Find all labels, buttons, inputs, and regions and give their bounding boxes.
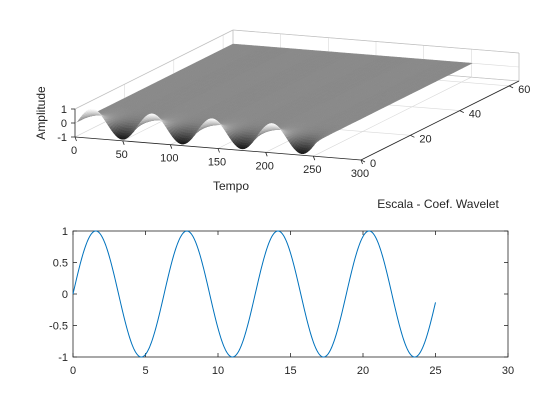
surface-floor-gridline <box>313 76 472 157</box>
surface-x-tick-mark <box>265 152 268 157</box>
line-y-tick-label: 0 <box>62 289 68 301</box>
surface-y-tick-mark <box>459 110 464 113</box>
surface-box-edge <box>74 29 234 110</box>
line-x-tick-label: 20 <box>357 365 369 377</box>
line-plot-y-ticks: -1 -0.5 0 0.5 1 <box>49 226 68 364</box>
line-chart: 0 5 10 15 20 25 30 -1 -0.5 0 0.5 1 <box>49 226 514 377</box>
surface-y-axis-label: Escala - Coef. Wavelet <box>377 197 499 211</box>
surface-chart: 0 50 100 150 200 250 300 0 20 40 60 -1 0 1 Tempo Es… <box>34 29 530 211</box>
surface-x-tick-mark <box>169 144 173 149</box>
surface-box-edge <box>232 29 520 54</box>
line-x-tick-label: 15 <box>284 365 296 377</box>
surface-x-tick-label: 150 <box>208 157 226 169</box>
line-plot-box <box>72 230 509 358</box>
line-y-tick-label: 1 <box>62 226 68 238</box>
line-plot-x-ticks: 0 5 10 15 20 25 30 <box>70 365 514 377</box>
surface-x-tick-mark <box>74 136 77 142</box>
surface-y-tick-label: 60 <box>518 84 530 96</box>
line-x-tick-label: 10 <box>212 365 224 377</box>
surface-y-tick-label: 40 <box>469 109 481 121</box>
surface-z-tick-label: -1 <box>57 132 67 144</box>
surface-x-tick-label: 300 <box>351 168 369 180</box>
surface-x-tick-label: 200 <box>256 160 274 172</box>
surface-x-tick-label: 0 <box>71 145 77 157</box>
surface-z-tick-label: 1 <box>61 104 67 116</box>
line-x-tick-label: 5 <box>142 365 148 377</box>
surface-z-tick-label: 0 <box>61 118 67 130</box>
line-x-tick-label: 25 <box>429 365 441 377</box>
surface-z-axis-label: Amplitude <box>34 86 48 140</box>
line-x-tick-label: 30 <box>502 365 514 377</box>
surface-y-tick-label: 20 <box>419 133 431 145</box>
line-y-tick-label: -0.5 <box>49 321 68 333</box>
surface-x-tick-label: 100 <box>160 153 178 165</box>
surface-x-tick-mark <box>312 156 316 161</box>
surface-z-ticks: -1 0 1 <box>57 104 75 144</box>
surface-x-axis-label: Tempo <box>213 179 249 193</box>
surface-y-tick-mark <box>508 85 514 89</box>
surface-x-ticks: 0 50 100 150 200 250 300 <box>71 136 369 180</box>
surface-x-tick-mark <box>217 148 220 153</box>
surface-mesh <box>77 43 474 155</box>
surface-x-tick-label: 250 <box>303 164 321 176</box>
surface-patch <box>240 148 244 150</box>
surface-x-tick-label: 50 <box>116 149 128 161</box>
line-y-tick-label: 0.5 <box>53 258 68 270</box>
surface-y-tick-label: 0 <box>370 158 376 170</box>
surface-y-tick-mark <box>410 134 415 138</box>
surface-x-tick-mark <box>122 140 125 145</box>
line-x-tick-label: 0 <box>70 365 76 377</box>
line-y-tick-label: -1 <box>58 352 68 364</box>
